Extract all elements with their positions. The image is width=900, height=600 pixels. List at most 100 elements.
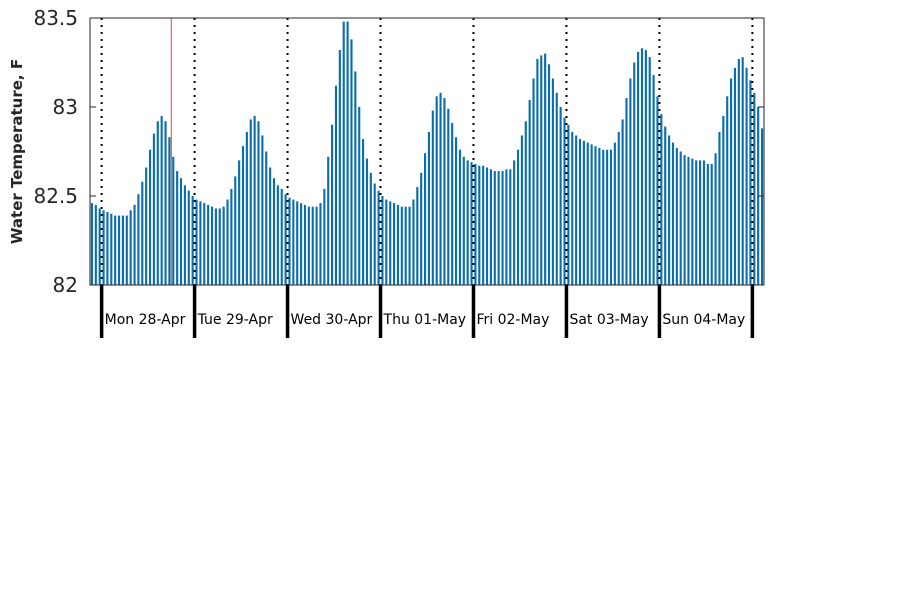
bar [168, 137, 171, 285]
day-label: Mon 28-Apr [105, 312, 186, 328]
bar [660, 114, 663, 286]
bar [571, 131, 574, 285]
bar [300, 203, 303, 285]
day-label: Tue 29-Apr [197, 312, 273, 328]
bar [187, 190, 190, 285]
bar [524, 121, 527, 286]
bar [741, 57, 744, 285]
bar [656, 96, 659, 285]
bar [435, 96, 438, 285]
bar [427, 131, 430, 285]
plot-frame [89, 17, 765, 286]
bar [114, 215, 117, 285]
bar [637, 51, 640, 285]
bar [695, 160, 698, 285]
bar [156, 121, 159, 286]
bar [261, 135, 264, 285]
bar [578, 139, 582, 285]
day-label: Wed 30-Apr [291, 312, 373, 328]
bar [540, 55, 543, 285]
y-tick-label: 82 [53, 273, 78, 297]
bar [137, 194, 140, 285]
day-labels: Mon 28-Apr Tue 29-Apr Wed 30-Apr Thu 01-May… [105, 312, 746, 328]
bar [644, 50, 647, 285]
y-axis: 82 82.5 83 83.5 [33, 6, 764, 297]
bar [199, 201, 202, 285]
bar [160, 115, 163, 286]
bar [451, 123, 454, 286]
bar [454, 137, 458, 285]
bar [102, 210, 105, 285]
bar [489, 169, 492, 285]
bar [551, 78, 554, 286]
bar [354, 71, 357, 286]
bar [172, 156, 175, 285]
bar [230, 188, 233, 285]
bar [431, 110, 434, 285]
bar [121, 215, 124, 285]
bar [98, 208, 101, 285]
bar [412, 199, 415, 285]
bar [238, 160, 241, 285]
bar [749, 80, 752, 285]
y-tick-label: 83.5 [33, 6, 78, 30]
bar [218, 208, 221, 285]
bar [365, 158, 369, 285]
bar [733, 67, 737, 285]
bar [528, 99, 531, 285]
bar [110, 213, 113, 285]
bar [730, 78, 733, 286]
bar [609, 149, 613, 285]
bar [141, 181, 144, 285]
bar [265, 151, 268, 285]
bar [594, 146, 597, 285]
bar [334, 85, 338, 285]
bar [288, 197, 291, 285]
bar [296, 201, 299, 285]
bar [485, 167, 489, 285]
bar [358, 107, 361, 285]
bar [389, 201, 392, 285]
bar [447, 108, 450, 285]
bar [590, 144, 593, 285]
bar [396, 204, 400, 285]
bar [671, 142, 675, 285]
bar [152, 133, 155, 285]
bar [269, 167, 272, 285]
bar [327, 156, 330, 285]
bar [408, 206, 411, 285]
bar [497, 171, 500, 285]
bar [493, 171, 496, 285]
bar [404, 206, 407, 285]
bar [424, 153, 427, 285]
bar [520, 135, 523, 285]
bar [462, 156, 465, 285]
bar [315, 206, 318, 285]
bar [710, 163, 713, 285]
bar [284, 194, 287, 285]
bar [761, 128, 764, 285]
bar [753, 92, 756, 285]
y-tick-label: 83 [53, 95, 78, 119]
bar [331, 124, 334, 285]
bar [470, 162, 473, 285]
bar [516, 149, 520, 285]
y-axis-label: Water Temperature, F [8, 59, 26, 244]
bar [234, 176, 237, 285]
bar [148, 149, 152, 285]
day-label: Sun 04-May [662, 312, 745, 328]
bar [117, 215, 121, 285]
bar [183, 185, 186, 285]
bar [621, 119, 624, 286]
bar [416, 187, 419, 285]
bar [311, 206, 314, 285]
bar-series [90, 21, 764, 286]
bar [679, 151, 682, 285]
bar [222, 206, 225, 285]
bar [338, 50, 341, 285]
bar [555, 92, 558, 285]
bar [420, 172, 423, 285]
bar [640, 48, 644, 286]
bar [90, 203, 93, 285]
